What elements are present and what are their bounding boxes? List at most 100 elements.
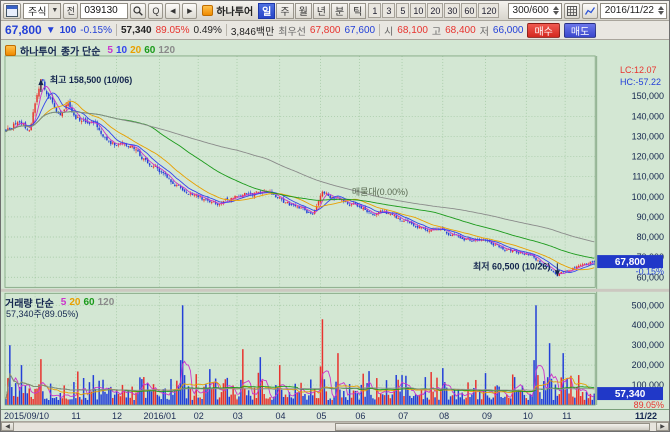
period-tab-2[interactable]: 월 bbox=[294, 2, 312, 19]
x-axis-label: 06 bbox=[355, 411, 366, 421]
minute-button-120[interactable]: 120 bbox=[478, 3, 500, 18]
x-axis-label: 08 bbox=[439, 411, 450, 421]
ma-period-label: 20 bbox=[130, 45, 142, 56]
period-tab-5[interactable]: 틱 bbox=[349, 2, 367, 19]
x-axis-label: 10 bbox=[522, 411, 533, 421]
stock-code-input[interactable] bbox=[80, 2, 129, 19]
ma-period-label: 5 bbox=[60, 297, 67, 308]
bar-count-value: 300/600 bbox=[512, 5, 549, 16]
low-value: 66,000 bbox=[492, 24, 524, 36]
best-bid: 67,600 bbox=[344, 24, 376, 36]
minute-button-5[interactable]: 5 bbox=[396, 3, 410, 18]
svg-text:150,000: 150,000 bbox=[632, 91, 664, 101]
search-button[interactable] bbox=[130, 2, 147, 19]
chart-grid-button[interactable] bbox=[563, 2, 580, 19]
bar-count-spinner-icon[interactable] bbox=[552, 6, 559, 15]
scrollbar-track[interactable] bbox=[14, 422, 656, 431]
period-tab-3[interactable]: 년 bbox=[312, 2, 330, 19]
svg-text:매물대(0.00%): 매물대(0.00%) bbox=[352, 187, 408, 197]
chevron-down-icon: ▼ bbox=[48, 3, 61, 18]
x-axis-label: 05 bbox=[316, 411, 327, 421]
minute-button-30[interactable]: 30 bbox=[444, 3, 461, 18]
x-axis-label: 04 bbox=[275, 411, 286, 421]
ma-period-label: 120 bbox=[97, 297, 115, 308]
x-axis-label: 11 bbox=[71, 411, 81, 421]
volume-current-readout: 57,340주(89.05%) bbox=[6, 309, 79, 319]
x-axis-label: 2016/01 bbox=[143, 411, 177, 421]
lc-value: LC:12.07 bbox=[619, 65, 657, 75]
divider bbox=[115, 24, 117, 36]
minute-button-20[interactable]: 20 bbox=[427, 3, 444, 18]
sell-button[interactable]: 매도 bbox=[563, 22, 597, 38]
price-legend: 하나투어 종가 단순 5 10 20 60 120 bbox=[5, 43, 175, 58]
asset-type-value: 주식 bbox=[28, 7, 47, 18]
scroll-left-button[interactable]: ◀ bbox=[1, 422, 14, 431]
low-label: 저 bbox=[479, 26, 489, 38]
svg-text:120,000: 120,000 bbox=[632, 152, 664, 162]
svg-text:200,000: 200,000 bbox=[632, 360, 664, 370]
scrollbar-thumb[interactable] bbox=[335, 423, 650, 431]
minute-button-group: 1 3 5 10 20 30 60 120 bbox=[368, 3, 500, 18]
svg-text:400,000: 400,000 bbox=[632, 320, 664, 330]
open-value: 68,100 bbox=[397, 24, 428, 36]
svg-text:90,000: 90,000 bbox=[637, 212, 664, 222]
bar-count-select[interactable]: 300/600 bbox=[507, 2, 562, 19]
svg-text:300,000: 300,000 bbox=[632, 340, 664, 350]
buy-button[interactable]: 매수 bbox=[527, 22, 560, 38]
change-value: 100 bbox=[59, 24, 77, 36]
date-spinner-icon[interactable] bbox=[658, 6, 664, 15]
minute-button-10[interactable]: 10 bbox=[410, 3, 427, 18]
minute-button-1[interactable]: 1 bbox=[368, 3, 382, 18]
period-tab-4[interactable]: 분 bbox=[330, 2, 349, 19]
open-label: 시 bbox=[384, 26, 394, 38]
change-arrow-icon: ▼ bbox=[45, 24, 56, 36]
svg-text:130,000: 130,000 bbox=[632, 131, 664, 141]
app-icon[interactable] bbox=[3, 2, 21, 19]
history-forward-button[interactable]: ▶ bbox=[182, 2, 198, 19]
svg-text:최고 158,500 (10/06): 최고 158,500 (10/06) bbox=[50, 74, 132, 85]
volume-ma-periods: 5 20 60 120 bbox=[58, 297, 115, 308]
asset-type-select[interactable]: 주식 ▼ bbox=[23, 2, 62, 19]
date-picker[interactable]: 2016/11/22 bbox=[599, 2, 667, 19]
candlestick-chart[interactable]: 150,000 140,000 130,000 120,000 110,000 100,0… bbox=[1, 40, 669, 409]
minute-button-3[interactable]: 3 bbox=[382, 3, 396, 18]
flag-button[interactable]: 전 bbox=[63, 2, 79, 19]
svg-text:80,000: 80,000 bbox=[637, 232, 664, 242]
trade-value: 3,846백만 bbox=[230, 26, 275, 38]
divider bbox=[379, 24, 381, 36]
chart-tool-button[interactable] bbox=[581, 2, 598, 19]
stock-icon bbox=[5, 45, 16, 56]
divider bbox=[225, 24, 227, 36]
scroll-right-button[interactable]: ▶ bbox=[656, 422, 669, 431]
x-axis-end-date: 11/22 bbox=[635, 411, 658, 421]
svg-text:110,000: 110,000 bbox=[632, 172, 664, 182]
stock-name: 하나투어 bbox=[216, 7, 254, 18]
x-axis-label: 02 bbox=[193, 411, 204, 421]
history-back-button[interactable]: ◀ bbox=[165, 2, 181, 19]
svg-text:67,800: 67,800 bbox=[615, 257, 646, 268]
h-scrollbar[interactable]: ◀ ▶ bbox=[1, 421, 669, 431]
stock-icon bbox=[202, 5, 214, 16]
ma-period-label: 60 bbox=[144, 45, 156, 56]
svg-text:140,000: 140,000 bbox=[632, 111, 664, 121]
x-axis-label: 2015/09/10 bbox=[4, 411, 50, 421]
svg-text:57,340: 57,340 bbox=[615, 389, 646, 400]
quick-search-button[interactable]: Q bbox=[148, 2, 164, 19]
change-percent: -0.15% bbox=[80, 24, 112, 36]
minute-button-60[interactable]: 60 bbox=[461, 3, 478, 18]
ma-period-label: 5 bbox=[107, 45, 113, 56]
period-tab-0[interactable]: 일 bbox=[258, 2, 276, 19]
turnover-ratio: 0.49% bbox=[193, 24, 222, 36]
x-axis-label: 07 bbox=[398, 411, 409, 421]
period-tab-1[interactable]: 주 bbox=[276, 2, 294, 19]
x-axis-label: 11 bbox=[562, 411, 572, 421]
volume-ratio: 89.05% bbox=[155, 24, 190, 36]
svg-text:-0.15%: -0.15% bbox=[636, 267, 664, 277]
best-ask: 67,800 bbox=[309, 24, 341, 36]
best-quote-label: 최우선 bbox=[278, 26, 306, 38]
current-price: 67,800 bbox=[5, 23, 42, 37]
volume-ma-label: 거래량 단순 bbox=[5, 299, 54, 310]
